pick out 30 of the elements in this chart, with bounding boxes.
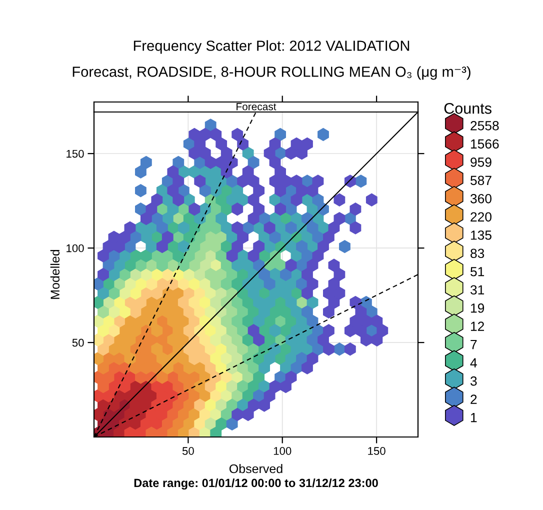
legend-label: 1566 xyxy=(470,139,499,149)
legend-label: 220 xyxy=(470,212,492,222)
legend-label: 83 xyxy=(470,248,484,258)
legend-label: 135 xyxy=(470,230,492,240)
legend-label: 360 xyxy=(470,194,492,204)
legend-label: 1 xyxy=(470,413,477,422)
y-tick-label: 150 xyxy=(66,150,84,158)
legend-label: 2 xyxy=(470,394,477,404)
legend-label: 4 xyxy=(470,358,477,368)
legend-title: Counts xyxy=(444,103,492,114)
y-tick-label: 100 xyxy=(66,244,84,252)
x-tick-label: 50 xyxy=(182,447,194,455)
text: Date range: 01/01/12 00:00 to 31/12/12 23:00 xyxy=(134,478,378,490)
y-axis-title: Modelled xyxy=(50,250,60,299)
legend-label: 959 xyxy=(470,158,492,167)
text: Forecast xyxy=(236,103,276,110)
chart-subtitle: Forecast, ROADSIDE, 8-HOUR ROLLING MEAN O₃ (μg m⁻³) xyxy=(72,66,470,80)
x-tick-label: 100 xyxy=(274,447,292,455)
legend-label: 19 xyxy=(470,303,484,313)
x-axis-title: Observed xyxy=(229,464,282,474)
legend-label: 51 xyxy=(470,267,484,276)
legend-label: 587 xyxy=(470,176,492,186)
x-tick-label: 150 xyxy=(368,447,386,455)
y-tick-label: 50 xyxy=(72,338,84,347)
legend-label: 31 xyxy=(470,285,484,295)
chart-title: Frequency Scatter Plot: 2012 VALIDATION xyxy=(134,40,410,54)
legend-label: 3 xyxy=(470,376,477,386)
legend-label: 12 xyxy=(470,322,484,331)
legend-label: 7 xyxy=(470,340,477,350)
legend-label: 2558 xyxy=(470,121,499,130)
